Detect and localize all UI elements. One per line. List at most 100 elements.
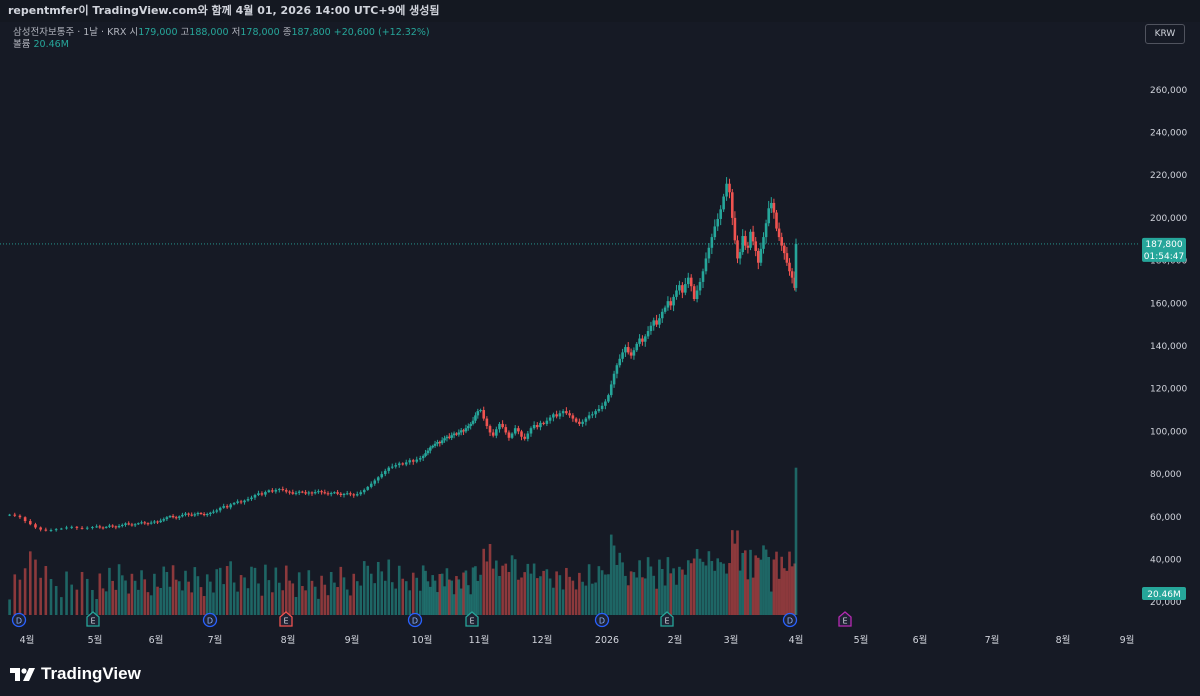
volume-bar [523,572,526,615]
dividend-marker[interactable] [202,612,218,628]
candle-body [507,432,511,438]
dividend-marker[interactable] [594,612,610,628]
volume-bar [666,557,670,615]
candle-body [429,447,432,451]
candle-body [615,365,619,374]
candle-body [239,501,243,503]
candle-body [387,467,391,471]
candle-body [187,513,190,515]
earnings-marker[interactable] [838,611,852,627]
volume-label: 볼륨 [13,39,31,50]
time-tick-label: 4월 [20,634,35,646]
volume-bar [474,566,477,615]
volume-bar [517,579,520,615]
earnings-marker[interactable] [660,611,674,627]
volume-bar [604,574,607,615]
volume-tag: 20.46M [1142,587,1186,600]
candle-body [658,318,661,325]
dividend-marker[interactable] [407,612,423,628]
chart-area[interactable] [0,22,1200,656]
volume-bar [459,588,463,615]
high-value: 188,000 [189,27,229,38]
volume-bar [649,566,653,615]
time-tick-label: 6월 [149,634,164,646]
volume-bar [236,591,239,615]
candle-body [725,183,728,197]
candle-body [80,527,84,529]
volume-bar [754,555,757,615]
volume-bar [469,594,472,615]
candle-body [171,515,175,518]
candle-body [624,347,627,353]
candle-body [359,492,363,495]
price-axis[interactable]: 20,000 40,000 60,000 80,000 100,000 120,000 14… [1150,86,1187,608]
volume-bar [307,570,311,615]
candle-body [587,415,591,419]
volume-bar [728,563,731,615]
candle-body [127,523,131,525]
candle-body [193,514,197,516]
candle-body [8,514,11,516]
candle-body [34,524,37,528]
price-tick-label: 200,000 [1150,214,1187,224]
candle-body [124,523,127,525]
candle-body [643,336,647,342]
candle-body [681,285,684,293]
volume-bar [764,549,768,615]
candle-body [713,226,717,238]
volume-bar [137,589,140,615]
volume-bar [146,592,150,615]
candle-body [60,528,63,530]
candle-body [751,231,755,242]
candle-body [181,514,184,517]
candle-body [91,527,94,529]
candle-body [794,243,798,288]
volume-bar [532,563,536,615]
volume-bar [513,559,517,615]
dividend-marker[interactable] [11,612,27,628]
volume-bar [222,584,225,615]
candle-body [485,418,489,427]
time-tick-label: 5월 [88,634,103,646]
volume-bar [355,581,359,615]
candle-body [149,522,153,524]
tradingview-logo[interactable]: TradingView [10,664,141,684]
volume-bar [471,567,475,615]
volume-bar [571,580,575,615]
volume-bar [199,587,203,615]
event-marker-label: E [664,617,669,626]
volume-bar [187,581,190,615]
earnings-marker[interactable] [465,611,479,627]
candle-body [641,338,644,342]
time-axis[interactable]: 4월 5월 6월 7월 8월 9월 10월 11월 12월 2026 2월 3월 4월 5월 6월 7월 8월 9… [20,634,1135,646]
candle-body [355,494,359,496]
candle-body [39,527,42,530]
volume-bar [159,588,162,615]
candle-body [65,527,68,529]
earnings-marker[interactable] [279,611,293,627]
volume-bar [635,577,639,615]
volume-bar [641,577,644,615]
earnings-marker[interactable] [86,611,100,627]
candle-body [764,223,768,238]
candle-body [678,285,681,291]
candle-body [408,460,412,463]
currency-button[interactable]: KRW [1145,24,1185,44]
candle-body [710,237,714,248]
candle-body [431,445,434,448]
volume-bar [44,566,48,615]
candle-body [675,290,678,297]
attribution-bar: repentmfer이 TradingView.com와 함께 4월 01, 2… [0,0,1200,22]
volume-value: 20.46M [33,39,69,50]
event-marker-label: E [90,617,95,626]
volume-bar [772,559,776,615]
candle-body [174,517,178,519]
price-chart[interactable]: D E D E D E D E D E 20,000 40,000 60,000 80,000 100,0… [0,0,1200,656]
dividend-marker[interactable] [782,612,798,628]
volume-bar [618,552,622,615]
candle-body [326,493,330,495]
volume-bar [725,573,728,615]
volume-row: 볼륨 20.46M [13,39,430,51]
volume-bar [681,569,684,615]
candle-body [660,311,664,319]
